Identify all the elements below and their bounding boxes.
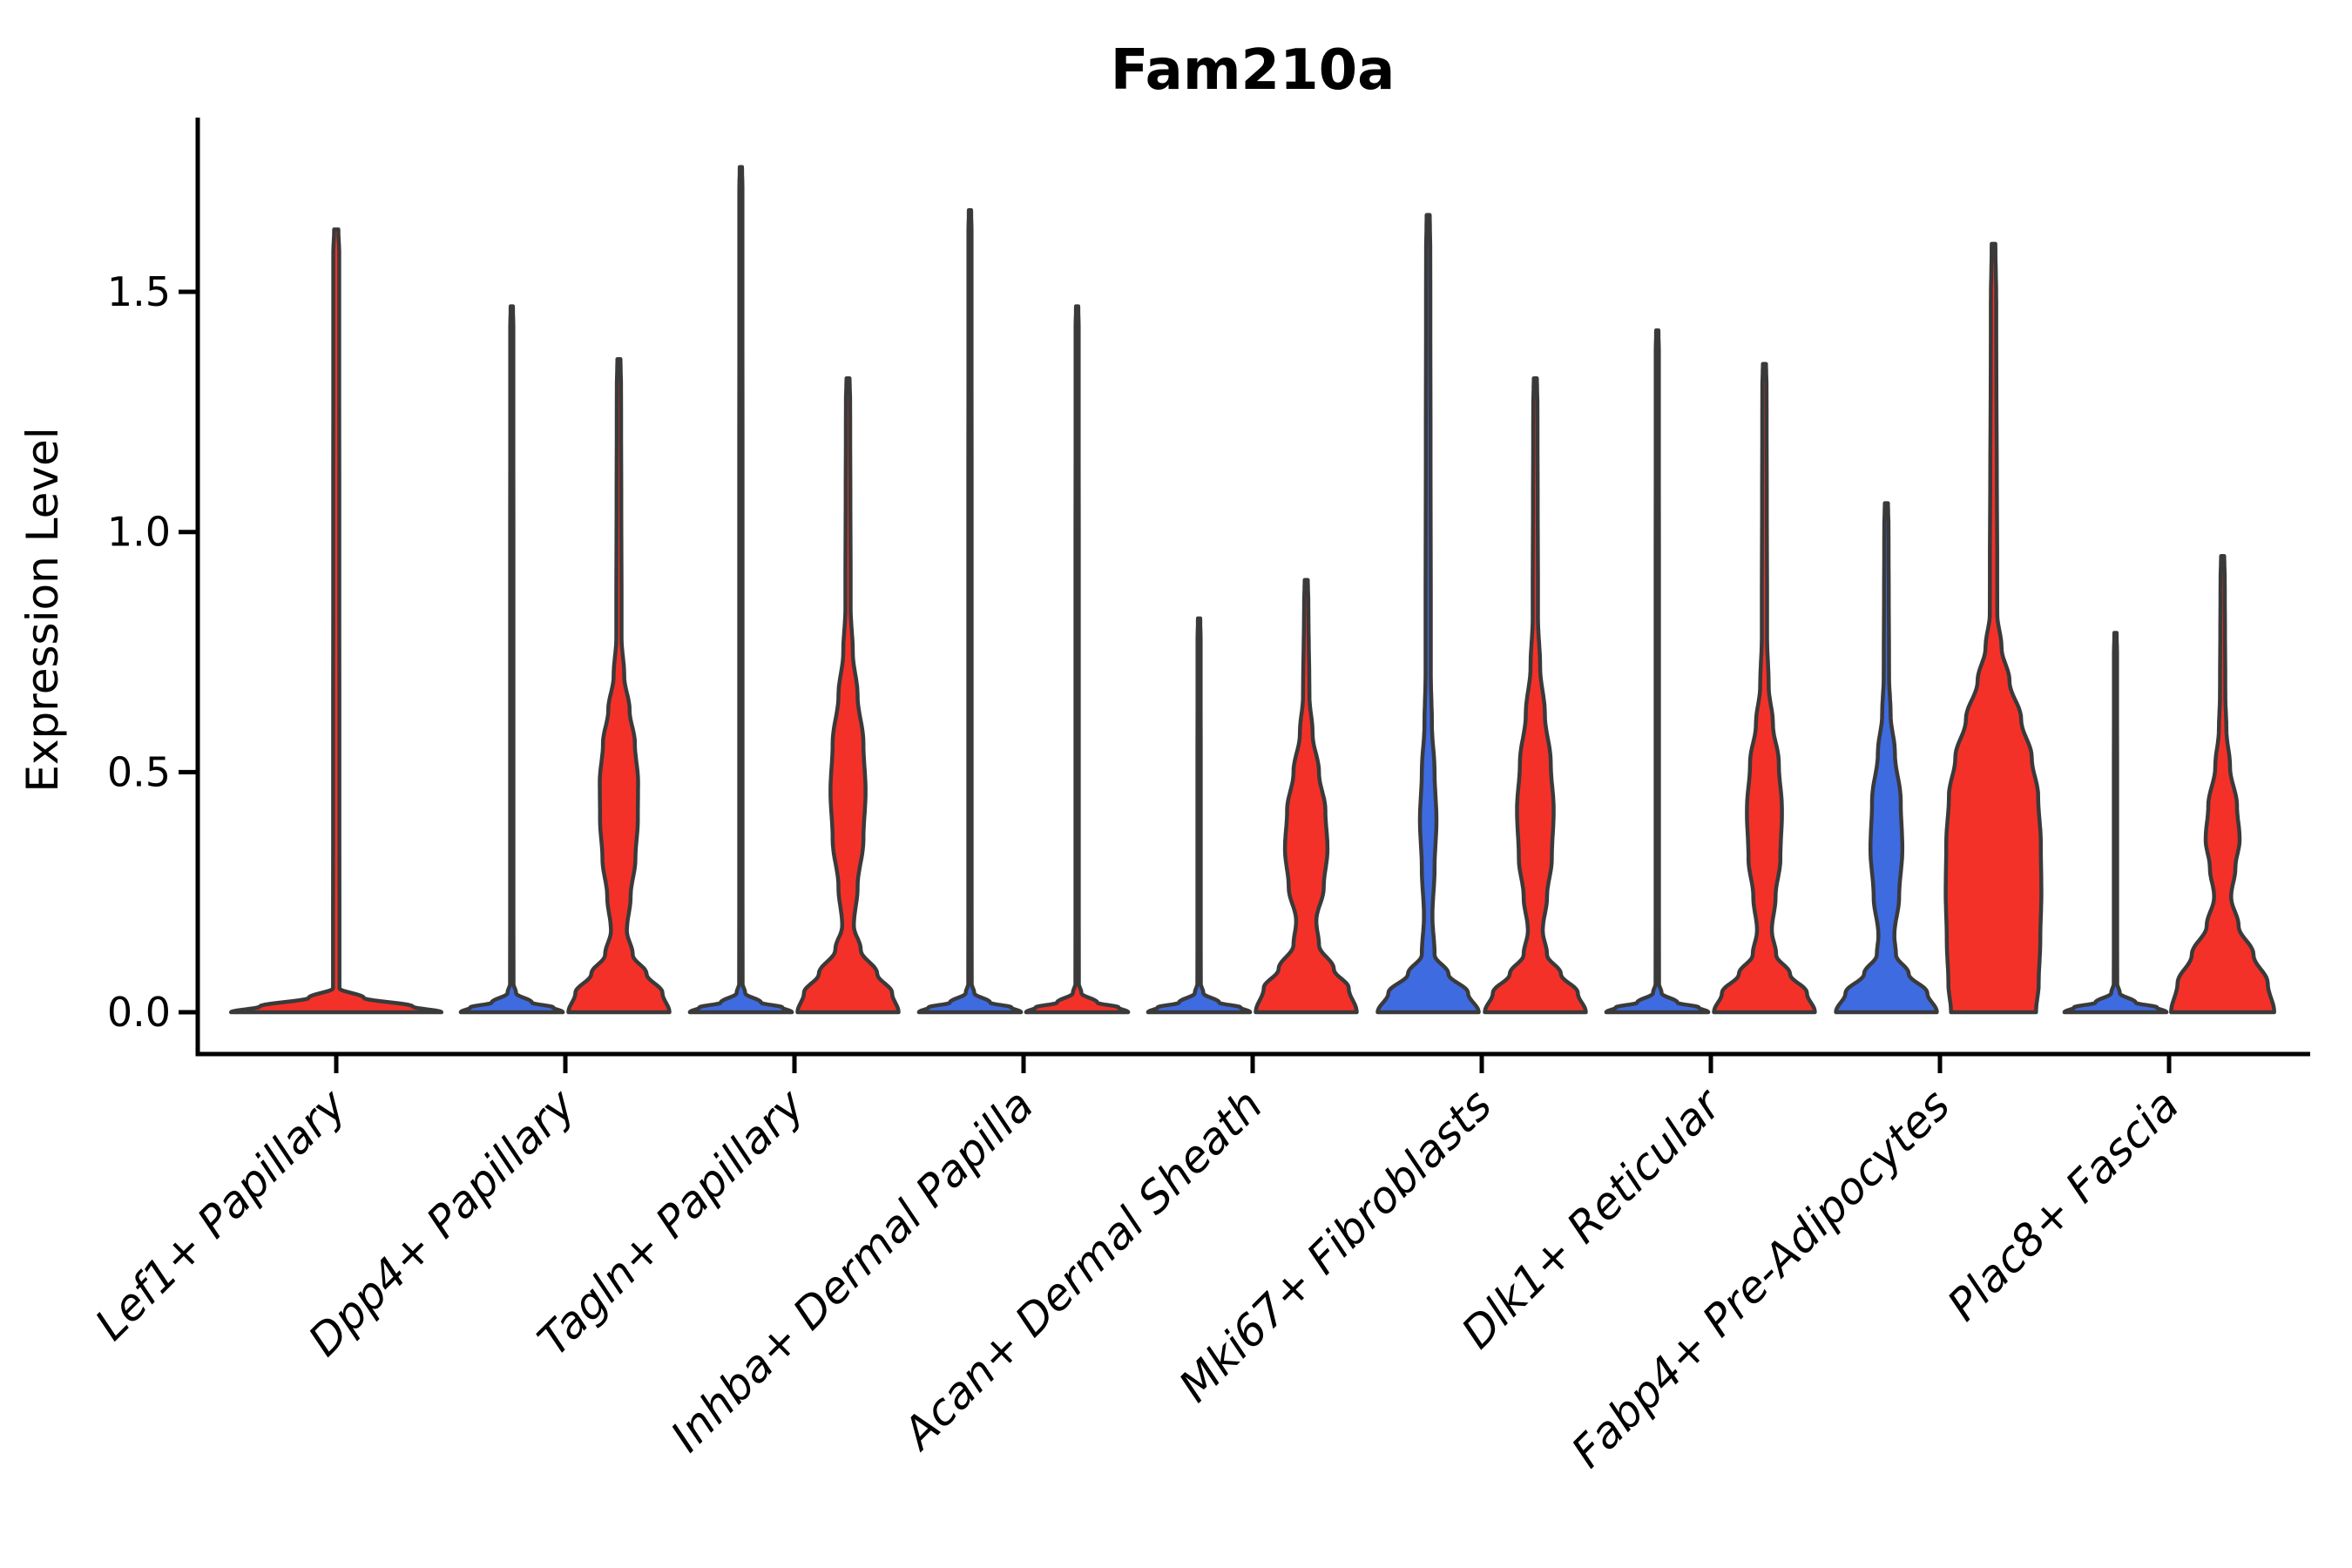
violin-tagln-papillary-left [687, 165, 794, 1015]
violin-dlk1-reticular-right [1712, 362, 1817, 1015]
chart-title: Fam210a [1111, 38, 1396, 103]
y-axis-ticks [179, 289, 198, 1015]
violin-mki67-fibroblasts-right [1483, 376, 1588, 1015]
violin-inhba-dermal-papilla-left [916, 208, 1024, 1015]
violin-fabp4-pre-adipocytes-right [1943, 241, 2044, 1015]
violin-dpp4-papillary-right [566, 356, 672, 1015]
violin-plac8-fascia-right [2169, 554, 2276, 1015]
x-axis-ticks [334, 1054, 2172, 1073]
violins-layer [228, 165, 2276, 1015]
y-tick-label-3: 1.5 [107, 268, 171, 315]
violin-plac8-fascia-left [2062, 631, 2169, 1015]
violin-dpp4-papillary-left [458, 304, 565, 1015]
violin-lef1-papillary-center [228, 227, 444, 1015]
x-tick-label-3: Inhba+ Dermal Papilla [661, 1079, 1043, 1461]
violin-fabp4-pre-adipocytes-left [1834, 501, 1939, 1015]
x-tick-label-4: Acan+ Dermal Sheath [892, 1079, 1273, 1460]
y-tick-label-2: 1.0 [107, 509, 171, 556]
y-tick-labels: 0.0 0.5 1.0 1.5 [107, 268, 171, 1036]
violin-tagln-papillary-right [795, 376, 901, 1015]
violin-dlk1-reticular-left [1604, 328, 1711, 1015]
y-tick-label-0: 0.0 [107, 989, 171, 1036]
labels-layer: Fam210a Expression Level 0.0 0.5 1.0 1.5 Le… [17, 38, 2188, 1477]
violin-acan-dermal-sheath-left [1146, 616, 1253, 1015]
y-tick-label-1: 0.5 [107, 748, 171, 795]
x-tick-label-0: Lef1+ Papillary [85, 1078, 356, 1349]
violin-mki67-fibroblasts-left [1375, 213, 1481, 1015]
x-tick-label-7: Fabp4+ Pre-Adipocytes [1562, 1079, 1960, 1477]
violin-inhba-dermal-papilla-right [1024, 304, 1131, 1015]
axes-layer [179, 118, 2310, 1073]
violin-acan-dermal-sheath-right [1254, 578, 1359, 1015]
y-axis-label: Expression Level [17, 427, 68, 792]
x-tick-label-8: Plac8+ Fascia [1938, 1079, 2189, 1330]
